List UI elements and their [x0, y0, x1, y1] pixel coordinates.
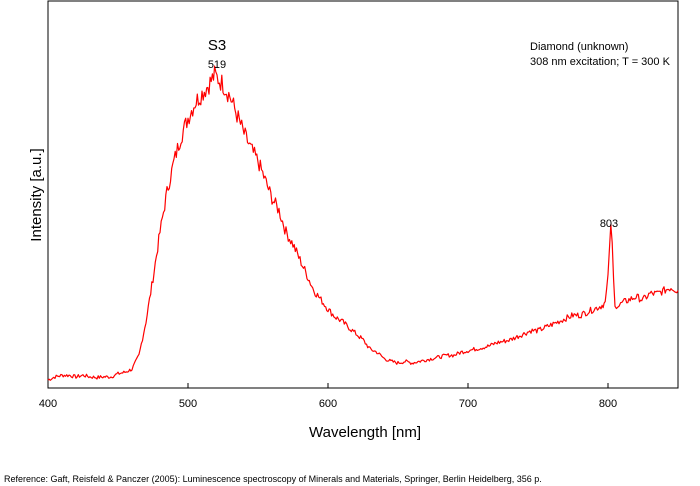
x-tick-label-600: 600 [319, 398, 337, 410]
peak-label-803: 803 [600, 218, 618, 230]
conditions-annotation: 308 nm excitation; T = 300 K [530, 56, 671, 68]
sample-annotation: Diamond (unknown) [530, 41, 628, 53]
x-tick-label-500: 500 [179, 398, 197, 410]
x-axis-ticks: 400 500 600 700 800 [39, 383, 617, 410]
x-tick-label-800: 800 [599, 398, 617, 410]
x-tick-label-400: 400 [39, 398, 57, 410]
x-tick-label-700: 700 [459, 398, 477, 410]
plot-frame [47, 0, 679, 389]
reference-footer: Reference: Gaft, Reisfeld & Panczer (200… [4, 474, 542, 484]
x-axis-title: Wavelength [nm] [309, 424, 421, 441]
y-axis-title: Intensity [a.u.] [28, 148, 45, 241]
peak-label-519: 519 [208, 59, 226, 71]
spectrum-line [47, 65, 679, 381]
band-name-label: S3 [208, 37, 226, 54]
